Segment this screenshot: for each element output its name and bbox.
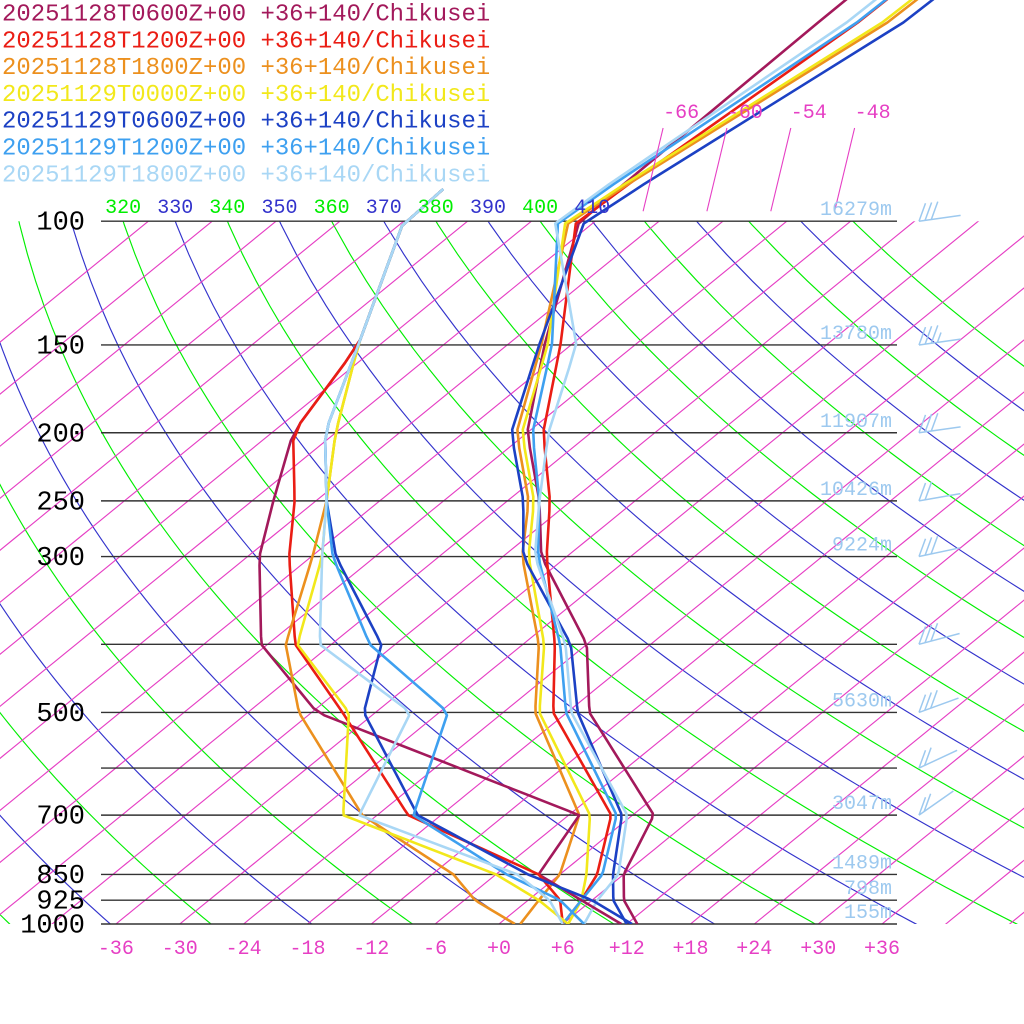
svg-text:320: 320 — [105, 197, 141, 220]
svg-text:-18: -18 — [289, 938, 325, 961]
svg-text:798m: 798m — [844, 878, 892, 901]
svg-text:400: 400 — [522, 197, 558, 220]
svg-text:16279m: 16279m — [820, 199, 892, 222]
svg-text:-30: -30 — [162, 938, 198, 961]
svg-text:-48: -48 — [855, 102, 891, 125]
svg-text:+24: +24 — [736, 938, 772, 961]
svg-text:-66: -66 — [663, 102, 699, 125]
svg-text:410: 410 — [574, 197, 610, 220]
svg-text:+30: +30 — [800, 938, 836, 961]
svg-text:1489m: 1489m — [832, 852, 892, 875]
svg-text:340: 340 — [209, 197, 245, 220]
svg-text:10426m: 10426m — [820, 479, 892, 502]
svg-text:1000: 1000 — [20, 912, 85, 942]
svg-text:330: 330 — [157, 197, 193, 220]
svg-text:-36: -36 — [98, 938, 134, 961]
svg-text:20251129T0600Z+00 +36+140/Chi: 20251129T0600Z+00 +36+140/Chikusei — [2, 109, 490, 136]
svg-text:300: 300 — [36, 544, 85, 574]
svg-text:+18: +18 — [672, 938, 708, 961]
svg-text:100: 100 — [36, 209, 85, 239]
svg-text:20251129T1800Z+00 +36+140/Chi: 20251129T1800Z+00 +36+140/Chikusei — [2, 162, 490, 189]
svg-text:380: 380 — [418, 197, 454, 220]
svg-text:3047m: 3047m — [832, 793, 892, 816]
svg-text:-54: -54 — [791, 102, 827, 125]
svg-text:9224m: 9224m — [832, 535, 892, 558]
svg-text:500: 500 — [36, 700, 85, 730]
svg-text:-60: -60 — [727, 102, 763, 125]
svg-text:-12: -12 — [353, 938, 389, 961]
svg-text:155m: 155m — [844, 902, 892, 925]
svg-text:+6: +6 — [551, 938, 575, 961]
svg-text:13780m: 13780m — [820, 323, 892, 346]
svg-text:5630m: 5630m — [832, 690, 892, 713]
svg-text:20251128T1200Z+00 +36+140/Chi: 20251128T1200Z+00 +36+140/Chikusei — [2, 28, 490, 55]
svg-text:20251128T0600Z+00 +36+140/Chi: 20251128T0600Z+00 +36+140/Chikusei — [2, 2, 490, 29]
svg-text:150: 150 — [36, 333, 85, 363]
svg-text:-6: -6 — [423, 938, 447, 961]
svg-text:250: 250 — [36, 488, 85, 518]
svg-text:390: 390 — [470, 197, 506, 220]
svg-text:20251129T0000Z+00 +36+140/Chi: 20251129T0000Z+00 +36+140/Chikusei — [2, 82, 490, 109]
svg-text:+0: +0 — [487, 938, 511, 961]
svg-text:+36: +36 — [864, 938, 900, 961]
svg-text:370: 370 — [366, 197, 402, 220]
svg-text:360: 360 — [314, 197, 350, 220]
svg-text:350: 350 — [261, 197, 297, 220]
svg-text:700: 700 — [36, 803, 85, 833]
svg-text:20251129T1200Z+00 +36+140/Chi: 20251129T1200Z+00 +36+140/Chikusei — [2, 136, 490, 163]
svg-text:20251128T1800Z+00 +36+140/Chi: 20251128T1800Z+00 +36+140/Chikusei — [2, 55, 490, 82]
svg-text:+12: +12 — [609, 938, 645, 961]
svg-text:-24: -24 — [226, 938, 262, 961]
svg-text:11907m: 11907m — [820, 411, 892, 434]
svg-text:200: 200 — [36, 420, 85, 450]
